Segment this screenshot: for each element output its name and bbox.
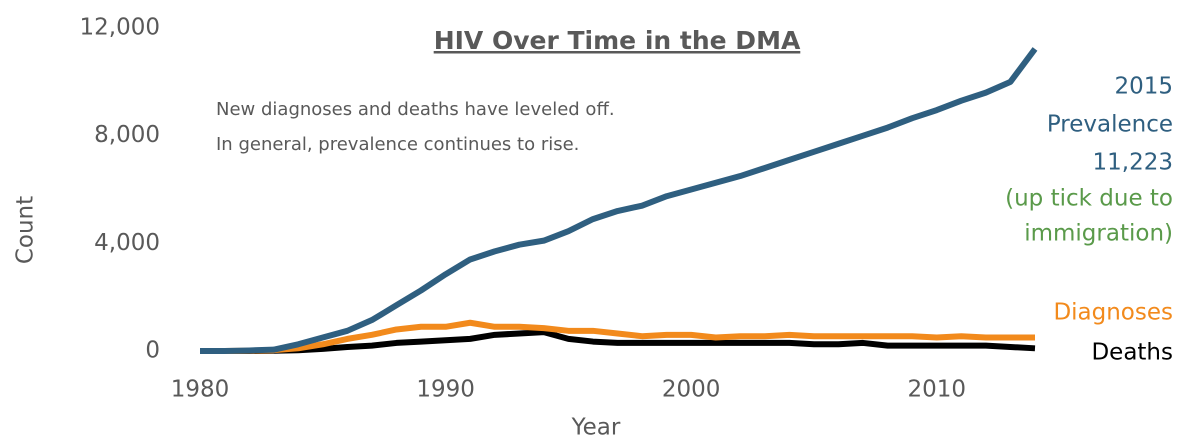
x-tick-label: 1990 — [416, 377, 475, 403]
y-tick-label: 12,000 — [80, 15, 160, 41]
y-axis-label: Count — [13, 196, 39, 264]
end-note-value: 11,223 — [1093, 150, 1173, 176]
series-line — [200, 319, 1035, 354]
subtitle: In general, prevalence continues to rise… — [216, 134, 579, 155]
y-tick-label: 0 — [145, 338, 160, 364]
legend-label: Deaths — [1091, 340, 1173, 366]
chart-title: HIV Over Time in the DMA — [434, 26, 801, 55]
series-line — [200, 329, 1036, 354]
end-note: immigration) — [1024, 221, 1173, 247]
end-note: (up tick due to — [1005, 186, 1173, 212]
y-tick-label: 4,000 — [94, 230, 160, 256]
x-tick-label: 2000 — [662, 377, 721, 403]
x-axis-label: Year — [571, 415, 621, 440]
x-tick-label: 1980 — [171, 377, 230, 403]
legend-label: Prevalence — [1047, 112, 1173, 138]
legend-label: Diagnoses — [1053, 300, 1173, 326]
end-note-year: 2015 — [1114, 74, 1173, 100]
subtitle: New diagnoses and deaths have leveled of… — [216, 99, 615, 120]
x-tick-label: 2010 — [907, 377, 966, 403]
series-line — [200, 47, 1038, 354]
y-tick-label: 8,000 — [94, 122, 160, 148]
